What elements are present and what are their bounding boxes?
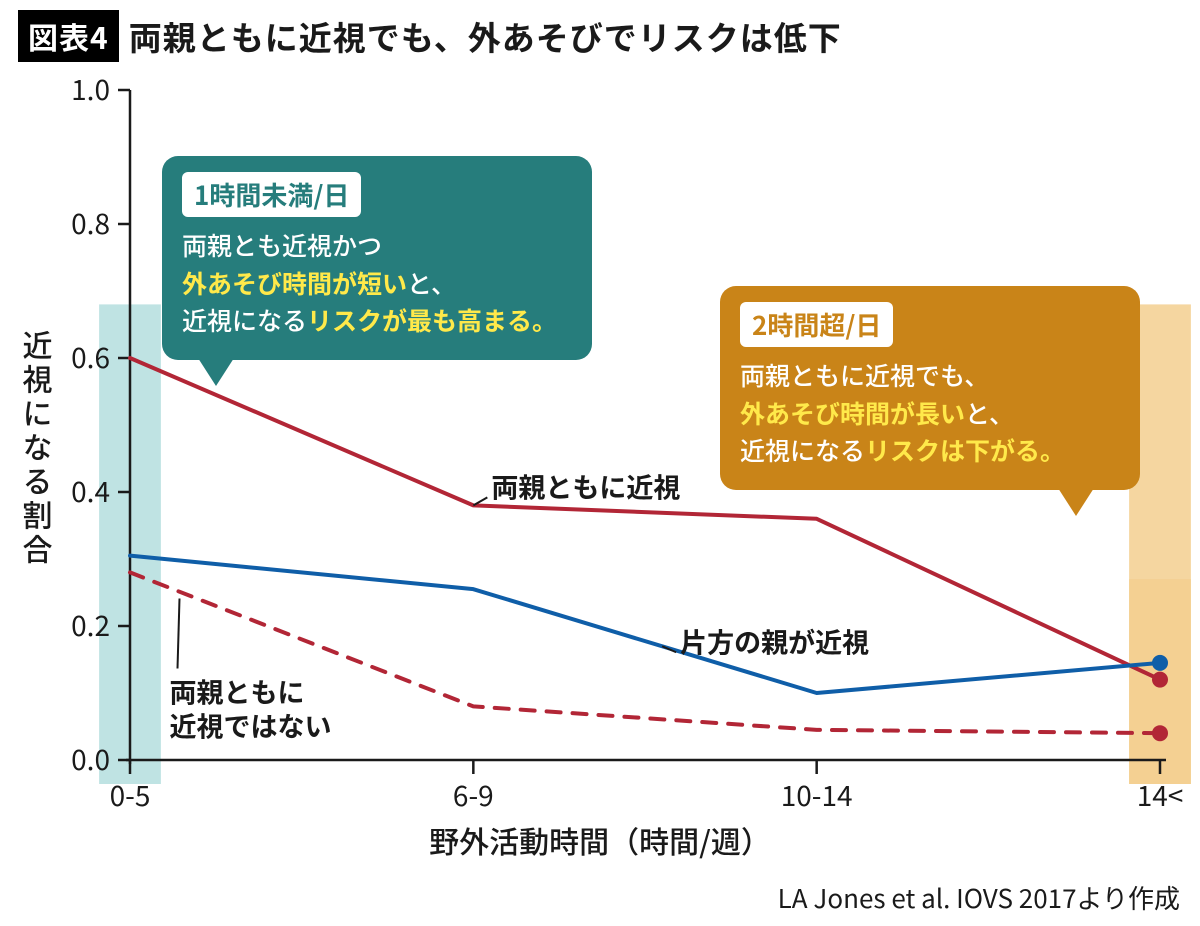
svg-text:0.4: 0.4: [71, 471, 110, 511]
svg-text:0.0: 0.0: [71, 739, 110, 779]
svg-text:両親ともに近視: 両親ともに近視: [491, 466, 680, 505]
source-attribution: LA Jones et al. IOVS 2017より作成: [778, 879, 1180, 916]
svg-text:1.0: 1.0: [71, 70, 110, 109]
callout-right-pill: 2時間超/日: [740, 302, 893, 347]
svg-text:近視ではない: 近視ではない: [170, 706, 332, 745]
svg-text:0-5: 0-5: [110, 775, 151, 815]
title-row: 図表4 両親ともに近視でも、外あそびでリスクは低下: [18, 10, 842, 62]
figure-badge: 図表4: [18, 10, 119, 62]
svg-text:10-14: 10-14: [781, 775, 853, 815]
callout-right: 2時間超/日 両親ともに近視でも、外あそび時間が長いと、近視になるリスクは下がる…: [720, 286, 1140, 490]
figure-title: 両親ともに近視でも、外あそびでリスクは低下: [129, 12, 842, 60]
callout-left: 1時間未満/日 両親とも近視かつ外あそび時間が短いと、近視になるリスクが最も高ま…: [162, 156, 592, 360]
callout-left-body: 両親とも近視かつ外あそび時間が短いと、近視になるリスクが最も高まる。: [182, 227, 572, 340]
svg-text:0.8: 0.8: [71, 203, 110, 243]
y-axis-label: 近視になる割合: [18, 330, 56, 568]
chart-area: 近視になる割合 0.0 0.2 0.4 0.6 0.8 1.0 0-5 6-9 10-14 14<…: [0, 70, 1200, 890]
svg-text:0.2: 0.2: [71, 605, 110, 645]
callout-left-pill: 1時間未満/日: [182, 172, 361, 217]
svg-text:14<: 14<: [1137, 775, 1184, 815]
figure-container: 図表4 両親ともに近視でも、外あそびでリスクは低下 近視になる割合 0.0 0.2…: [0, 0, 1200, 926]
svg-text:片方の親が近視: 片方の親が近視: [680, 621, 869, 660]
svg-text:6-9: 6-9: [453, 775, 494, 815]
callout-right-body: 両親ともに近視でも、外あそび時間が長いと、近視になるリスクは下がる。: [740, 357, 1120, 470]
svg-text:0.6: 0.6: [71, 337, 110, 377]
x-axis-label: 野外活動時間（時間/週）: [0, 818, 1200, 862]
